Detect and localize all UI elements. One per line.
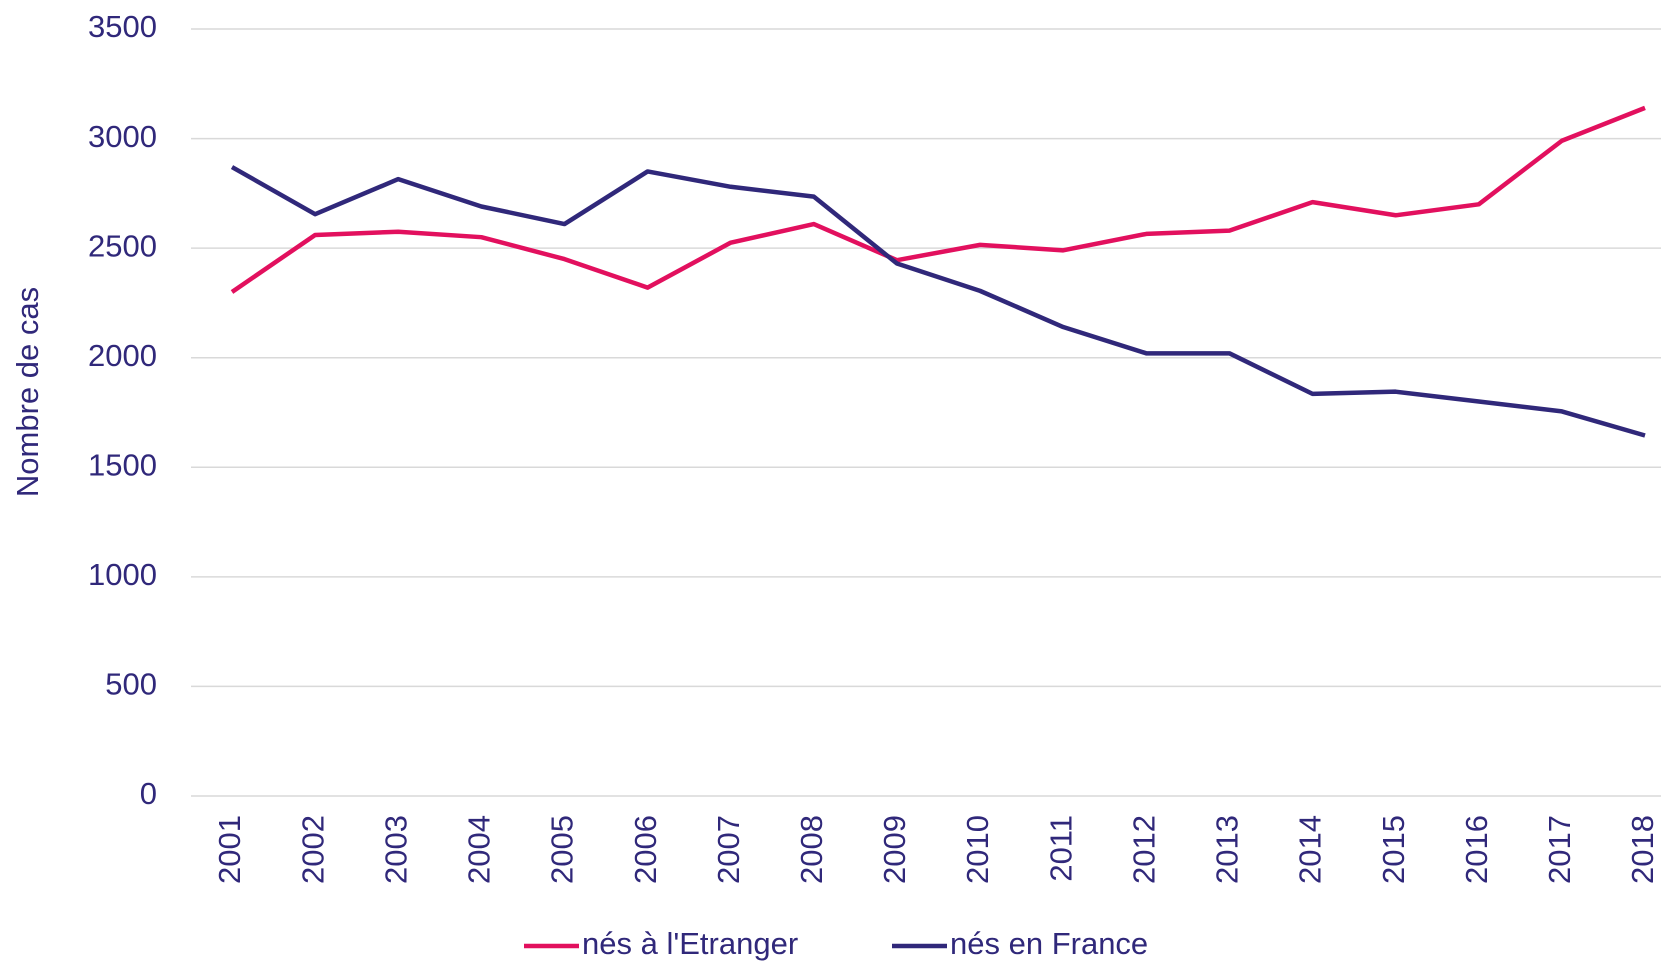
x-tick-label: 2009: [877, 815, 912, 884]
x-tick-label: 2005: [545, 815, 580, 884]
y-tick-label: 1000: [88, 557, 157, 592]
x-tick-label: 2011: [1043, 815, 1078, 882]
x-tick-label: 2010: [960, 815, 995, 884]
y-tick-label: 0: [140, 776, 157, 811]
series-line: [230, 105, 1646, 294]
x-tick-label: 2015: [1376, 815, 1411, 884]
x-tick-label: 2002: [295, 815, 330, 884]
y-tick-label: 2500: [88, 228, 157, 263]
legend-label: nés à l'Etranger: [582, 926, 798, 961]
y-axis-title: Nombre de cas: [10, 287, 45, 497]
x-tick-label: 2012: [1126, 815, 1161, 884]
series-line: [230, 165, 1646, 438]
x-tick-label: 2016: [1459, 815, 1494, 884]
x-tick-label: 2003: [378, 815, 413, 884]
x-tick-label: 2001: [212, 815, 247, 884]
x-tick-label: 2018: [1625, 815, 1660, 884]
x-tick-label: 2004: [462, 815, 497, 884]
x-tick-label: 2017: [1542, 815, 1577, 884]
x-tick-label: 2014: [1293, 815, 1328, 884]
y-tick-label: 2000: [88, 338, 157, 373]
x-tick-label: 2007: [711, 815, 746, 884]
y-tick-label: 500: [105, 667, 157, 702]
legend-label: nés en France: [950, 926, 1148, 961]
y-tick-label: 3000: [88, 119, 157, 154]
y-tick-label: 3500: [88, 9, 157, 44]
x-tick-label: 2006: [628, 815, 663, 884]
x-tick-label: 2008: [794, 815, 829, 884]
x-tick-label: 2013: [1210, 815, 1245, 884]
y-tick-label: 1500: [88, 447, 157, 482]
